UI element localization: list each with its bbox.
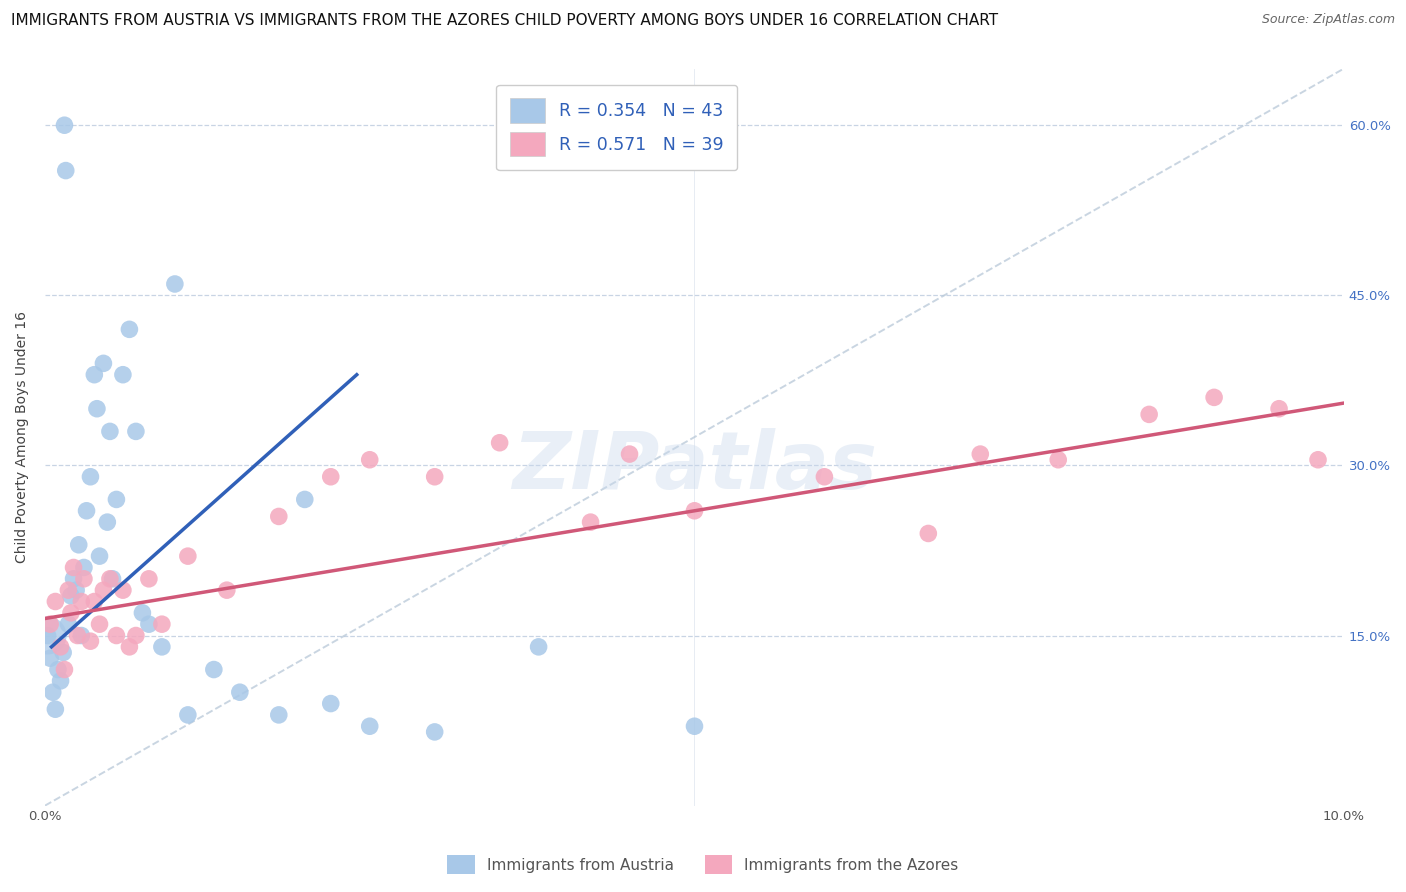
Point <box>177 549 200 563</box>
Point <box>423 725 446 739</box>
Point <box>294 492 316 507</box>
Point <box>70 628 93 642</box>
Point <box>73 560 96 574</box>
Text: Source: ZipAtlas.com: Source: ZipAtlas.com <box>1261 13 1395 27</box>
Point <box>42 685 65 699</box>
Point <box>55 163 77 178</box>
Point <box>619 447 641 461</box>
Point <box>46 663 69 677</box>
Point <box>98 572 121 586</box>
Point <box>59 606 82 620</box>
Text: IMMIGRANTS FROM AUSTRIA VS IMMIGRANTS FROM THE AZORES CHILD POVERTY AMONG BOYS U: IMMIGRANTS FROM AUSTRIA VS IMMIGRANTS FR… <box>11 13 998 29</box>
Point <box>105 628 128 642</box>
Legend: R = 0.354   N = 43, R = 0.571   N = 39: R = 0.354 N = 43, R = 0.571 N = 39 <box>496 85 737 170</box>
Point <box>177 707 200 722</box>
Point <box>527 640 550 654</box>
Point <box>105 492 128 507</box>
Point <box>86 401 108 416</box>
Point <box>66 628 89 642</box>
Point <box>73 572 96 586</box>
Point <box>76 504 98 518</box>
Point <box>131 606 153 620</box>
Point <box>229 685 252 699</box>
Point <box>202 663 225 677</box>
Point <box>150 640 173 654</box>
Point <box>96 515 118 529</box>
Point <box>58 583 80 598</box>
Point <box>62 572 84 586</box>
Point <box>49 640 72 654</box>
Point <box>125 628 148 642</box>
Point <box>488 435 510 450</box>
Point <box>93 356 115 370</box>
Point <box>423 469 446 483</box>
Point <box>150 617 173 632</box>
Point <box>39 617 62 632</box>
Point <box>319 469 342 483</box>
Point <box>70 594 93 608</box>
Point <box>111 368 134 382</box>
Point <box>83 368 105 382</box>
Point <box>359 719 381 733</box>
Point <box>79 634 101 648</box>
Point <box>53 663 76 677</box>
Legend: Immigrants from Austria, Immigrants from the Azores: Immigrants from Austria, Immigrants from… <box>441 849 965 880</box>
Point <box>89 549 111 563</box>
Point <box>125 425 148 439</box>
Point <box>65 583 87 598</box>
Point <box>89 617 111 632</box>
Point <box>111 583 134 598</box>
Point <box>98 425 121 439</box>
Point <box>138 617 160 632</box>
Point <box>359 452 381 467</box>
Point <box>49 673 72 688</box>
Point <box>79 469 101 483</box>
Point <box>969 447 991 461</box>
Point <box>267 509 290 524</box>
Point <box>138 572 160 586</box>
Point <box>1306 452 1329 467</box>
Point <box>813 469 835 483</box>
Point <box>215 583 238 598</box>
Point <box>62 560 84 574</box>
Point <box>163 277 186 291</box>
Point <box>93 583 115 598</box>
Point <box>44 702 66 716</box>
Point <box>83 594 105 608</box>
Point <box>1204 390 1226 404</box>
Point <box>37 628 59 642</box>
Point <box>683 719 706 733</box>
Y-axis label: Child Poverty Among Boys Under 16: Child Poverty Among Boys Under 16 <box>15 311 30 563</box>
Point <box>118 322 141 336</box>
Point <box>579 515 602 529</box>
Text: ZIPatlas: ZIPatlas <box>512 427 877 506</box>
Point <box>44 594 66 608</box>
Point <box>53 118 76 132</box>
Point <box>683 504 706 518</box>
Point <box>67 538 90 552</box>
Point <box>118 640 141 654</box>
Point <box>917 526 939 541</box>
Point <box>59 589 82 603</box>
Point <box>101 572 124 586</box>
Point <box>37 628 59 642</box>
Point <box>1047 452 1070 467</box>
Point <box>58 617 80 632</box>
Point <box>319 697 342 711</box>
Point <box>1137 408 1160 422</box>
Point <box>1268 401 1291 416</box>
Point <box>39 651 62 665</box>
Point <box>267 707 290 722</box>
Point <box>52 646 75 660</box>
